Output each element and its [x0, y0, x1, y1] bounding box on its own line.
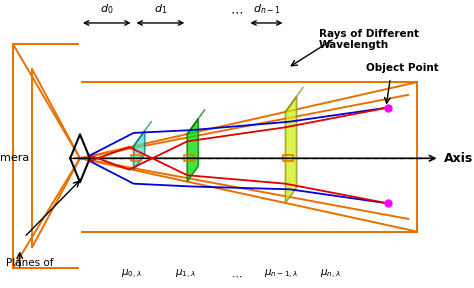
Text: mera: mera	[0, 153, 29, 163]
Text: $\cdots$: $\cdots$	[230, 6, 243, 19]
Text: Axis: Axis	[444, 152, 473, 165]
Text: $d_0$: $d_0$	[100, 2, 113, 16]
Text: $d_1$: $d_1$	[154, 2, 167, 16]
Polygon shape	[187, 119, 198, 182]
Text: Rays of Different
Wavelength: Rays of Different Wavelength	[319, 29, 419, 50]
Text: $d_{n-1}$: $d_{n-1}$	[253, 2, 281, 16]
Text: $\mu_{n-1,\lambda}$: $\mu_{n-1,\lambda}$	[264, 268, 298, 281]
Bar	[184, 155, 194, 161]
Text: $\mu_{1,\lambda}$: $\mu_{1,\lambda}$	[174, 268, 195, 281]
Polygon shape	[134, 131, 145, 170]
Text: $\mu_{n,\lambda}$: $\mu_{n,\lambda}$	[320, 268, 340, 281]
Polygon shape	[187, 109, 205, 134]
Bar	[283, 155, 292, 161]
Text: Planes of: Planes of	[6, 258, 54, 268]
Text: $\cdots$: $\cdots$	[231, 271, 242, 281]
Text: $\mu_{0,\lambda}$: $\mu_{0,\lambda}$	[121, 268, 142, 281]
Polygon shape	[285, 87, 303, 112]
Bar	[131, 155, 141, 161]
Polygon shape	[134, 121, 152, 146]
Text: Object Point: Object Point	[366, 63, 438, 73]
Polygon shape	[285, 96, 297, 203]
